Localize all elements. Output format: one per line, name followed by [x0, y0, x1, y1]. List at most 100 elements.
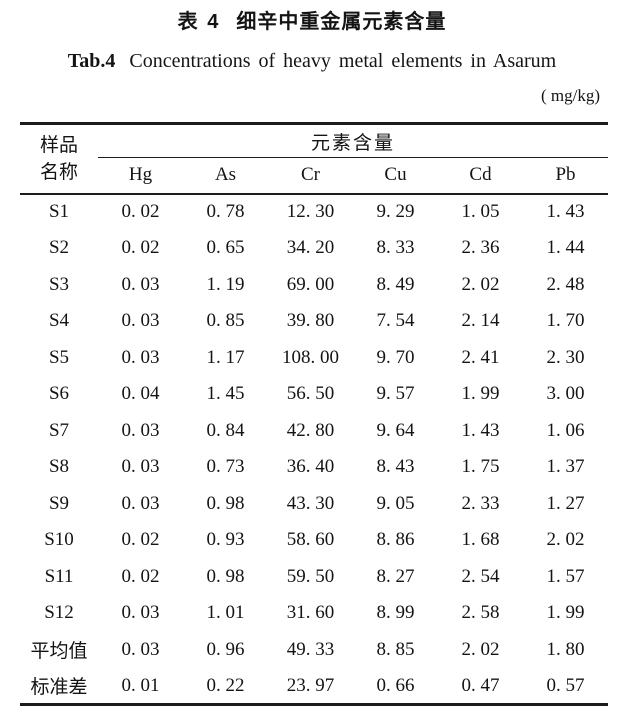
cell-pb: 1. 43 — [546, 201, 585, 223]
col-header-cd: Cd — [438, 157, 523, 195]
cell-as: 0. 93 — [206, 529, 245, 551]
cell-as: 0. 65 — [206, 237, 245, 259]
cell-cd: 2. 02 — [461, 638, 500, 660]
table-row-s2: S2 0. 02 0. 65 34. 20 8. 33 2. 36 1. 44 — [20, 230, 608, 267]
cell-pb: 1. 80 — [546, 638, 585, 660]
cell-hg: 0. 01 — [121, 674, 160, 696]
cell-hg: 0. 04 — [121, 383, 160, 405]
cell-cu: 8. 86 — [376, 529, 415, 551]
cell-cr: 39. 80 — [286, 310, 335, 332]
col-header-cr: Cr — [268, 157, 353, 195]
cell-cu: 8. 43 — [376, 456, 415, 478]
cell-cd: 1. 05 — [461, 201, 500, 223]
cell-hg: 0. 02 — [121, 237, 160, 259]
cell-cd: 2. 33 — [461, 492, 500, 514]
cell-cu: 9. 57 — [376, 383, 415, 405]
table-row-stddev: 标准差 0. 01 0. 22 23. 97 0. 66 0. 47 0. 57 — [20, 668, 608, 705]
col-header-cu: Cu — [353, 157, 438, 195]
table-row-s8: S8 0. 03 0. 73 36. 40 8. 43 1. 75 1. 37 — [20, 449, 608, 486]
header-sample-name: 样品 名称 — [20, 123, 98, 195]
cell-hg: 0. 02 — [121, 529, 160, 551]
cell-cu: 9. 64 — [376, 419, 415, 441]
table-caption-zh: 表 4 细辛中重金属元素含量 — [0, 9, 624, 35]
table-row-s1: S1 0. 02 0. 78 12. 30 9. 29 1. 05 1. 43 — [20, 194, 608, 231]
cell-cd: 0. 47 — [461, 674, 500, 696]
cell-pb: 2. 48 — [546, 273, 585, 295]
row-label: S10 — [44, 529, 74, 551]
cell-pb: 1. 06 — [546, 419, 585, 441]
cell-pb: 2. 30 — [546, 346, 585, 368]
header-sample-name-line1: 样品 — [39, 134, 78, 156]
cell-as: 0. 98 — [206, 565, 245, 587]
paper-page: 表 4 细辛中重金属元素含量 Tab.4 Concentrations of hea… — [0, 9, 624, 721]
table-body: S1 0. 02 0. 78 12. 30 9. 29 1. 05 1. 43 … — [20, 194, 608, 705]
cell-pb: 2. 02 — [546, 529, 585, 551]
cell-pb: 1. 99 — [546, 602, 585, 624]
cell-cu: 7. 54 — [376, 310, 415, 332]
cell-cr: 56. 50 — [286, 383, 335, 405]
cell-cr: 12. 30 — [286, 201, 335, 223]
header-row-group: 样品 名称 元素含量 — [20, 123, 609, 195]
cell-as: 0. 84 — [206, 419, 245, 441]
cell-as: 0. 22 — [206, 674, 245, 696]
cell-cr: 36. 40 — [286, 456, 335, 478]
table-header: 样品 名称 元素含量 Hg As Cr Cu Cd Pb — [20, 123, 609, 195]
cell-pb: 1. 27 — [546, 492, 585, 514]
row-label: S11 — [44, 565, 74, 587]
row-label: S4 — [48, 310, 70, 332]
cell-cu: 9. 29 — [376, 201, 415, 223]
col-header-pb: Pb — [523, 157, 609, 195]
cell-cr: 31. 60 — [286, 602, 335, 624]
cell-hg: 0. 03 — [121, 638, 160, 660]
row-label: 平均值 — [30, 641, 88, 663]
cell-cd: 2. 36 — [461, 237, 500, 259]
cell-pb: 1. 70 — [546, 310, 585, 332]
cell-as: 0. 73 — [206, 456, 245, 478]
cell-cd: 2. 41 — [461, 346, 500, 368]
cell-cr: 42. 80 — [286, 419, 335, 441]
cell-cr: 59. 50 — [286, 565, 335, 587]
cell-cd: 2. 02 — [461, 273, 500, 295]
cell-cr: 69. 00 — [286, 273, 335, 295]
row-label: S3 — [48, 273, 70, 295]
cell-cu: 9. 70 — [376, 346, 415, 368]
cell-cr: 23. 97 — [286, 674, 335, 696]
table-caption-zh-text: 细辛中重金属元素含量 — [236, 11, 447, 33]
cell-as: 0. 85 — [206, 310, 245, 332]
cell-cd: 2. 54 — [461, 565, 500, 587]
cell-as: 0. 98 — [206, 492, 245, 514]
cell-hg: 0. 03 — [121, 419, 160, 441]
row-label: S6 — [48, 383, 70, 405]
cell-cd: 2. 14 — [461, 310, 500, 332]
cell-hg: 0. 02 — [121, 565, 160, 587]
table-caption-zh-label: 表 4 — [177, 11, 221, 33]
cell-cr: 34. 20 — [286, 237, 335, 259]
col-header-as: As — [183, 157, 268, 195]
cell-hg: 0. 02 — [121, 201, 160, 223]
cell-as: 0. 96 — [206, 638, 245, 660]
row-label: S7 — [48, 419, 70, 441]
cell-cu: 8. 27 — [376, 565, 415, 587]
cell-pb: 1. 44 — [546, 237, 585, 259]
row-label: S12 — [44, 602, 74, 624]
unit-label: ( mg/kg) — [540, 86, 600, 105]
cell-cu: 0. 66 — [376, 674, 415, 696]
row-label: S5 — [48, 346, 70, 368]
cell-cu: 8. 85 — [376, 638, 415, 660]
table-row-s10: S10 0. 02 0. 93 58. 60 8. 86 1. 68 2. 02 — [20, 522, 608, 559]
table-row-s4: S4 0. 03 0. 85 39. 80 7. 54 2. 14 1. 70 — [20, 303, 608, 340]
table-row-mean: 平均值 0. 03 0. 96 49. 33 8. 85 2. 02 1. 80 — [20, 632, 608, 669]
cell-hg: 0. 03 — [121, 346, 160, 368]
row-label: 标准差 — [30, 677, 88, 698]
cell-pb: 3. 00 — [546, 383, 585, 405]
table-caption-en-text: Concentrations of heavy metal elements i… — [129, 50, 557, 72]
cell-hg: 0. 03 — [121, 602, 160, 624]
cell-cd: 1. 75 — [461, 456, 500, 478]
cell-cr: 43. 30 — [286, 492, 335, 514]
table-row-s5: S5 0. 03 1. 17 108. 00 9. 70 2. 41 2. 30 — [20, 340, 608, 377]
data-table: 样品 名称 元素含量 Hg As Cr Cu Cd Pb S1 0. 02 0.… — [20, 122, 609, 706]
cell-hg: 0. 03 — [121, 456, 160, 478]
table-row-s3: S3 0. 03 1. 19 69. 00 8. 49 2. 02 2. 48 — [20, 267, 608, 304]
cell-cd: 1. 68 — [461, 529, 500, 551]
cell-as: 0. 78 — [206, 201, 245, 223]
